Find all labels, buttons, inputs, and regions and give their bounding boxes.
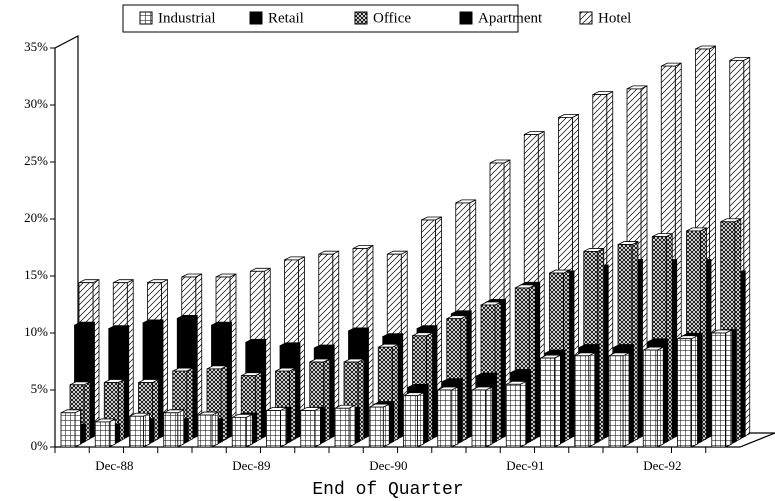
bar (403, 395, 418, 448)
bar (163, 412, 179, 448)
bar (642, 349, 658, 448)
x-tick-label: Dec-88 (95, 458, 133, 473)
legend-label: Industrial (158, 10, 216, 26)
bar-side (211, 411, 219, 448)
bar (505, 383, 521, 448)
bar (129, 415, 144, 448)
y-tick-label: 25% (24, 153, 48, 168)
legend-swatch (354, 11, 368, 25)
legend-swatch (139, 11, 153, 25)
x-tick-label: Dec-91 (506, 458, 544, 473)
bar-side (588, 352, 596, 448)
legend-swatch (459, 11, 473, 25)
bar-side (245, 413, 253, 448)
bar-side (74, 409, 82, 448)
y-tick-label: 15% (24, 267, 48, 282)
bar-side (554, 354, 561, 448)
y-tick-label: 35% (24, 39, 48, 54)
bar-side (691, 335, 698, 448)
bar-side (314, 406, 322, 448)
bar (94, 421, 110, 448)
bar-side (622, 352, 630, 448)
bar (574, 355, 590, 448)
y-tick-label: 5% (31, 381, 49, 396)
bar (677, 338, 692, 448)
bar-side (451, 386, 459, 448)
bar (231, 416, 247, 448)
bar-side (280, 406, 287, 448)
bar-side (382, 403, 390, 448)
y-tick-label: 30% (24, 96, 48, 111)
bar (300, 410, 316, 448)
bar (197, 414, 213, 448)
legend-label: Office (373, 10, 411, 26)
bar (608, 355, 624, 448)
bar (540, 357, 555, 448)
x-tick-label: Dec-89 (232, 458, 270, 473)
bar (711, 332, 727, 448)
bar-side (143, 412, 150, 448)
legend-label: Retail (268, 10, 304, 26)
y-tick-label: 20% (24, 210, 48, 225)
legend-label: Apartment (478, 10, 543, 26)
bar-side (348, 404, 356, 448)
legend-swatch (249, 11, 263, 25)
x-tick-label: Dec-92 (643, 458, 681, 473)
bar-side (725, 329, 733, 448)
bar (266, 410, 281, 448)
legend-label: Hotel (598, 10, 631, 26)
bar (437, 389, 453, 448)
x-axis-title: End of Quarter (312, 480, 463, 500)
y-tick-label: 0% (31, 438, 49, 453)
bar (334, 407, 350, 448)
legend-swatch (579, 11, 593, 25)
bar-side (108, 418, 116, 448)
y-tick-label: 10% (24, 324, 48, 339)
bar (471, 389, 487, 448)
bar-side (417, 392, 424, 448)
bar (60, 412, 76, 448)
bar-side (519, 380, 527, 448)
bar-side (656, 346, 664, 448)
legend (122, 4, 519, 33)
bar-side (485, 386, 493, 448)
bar-side (177, 409, 185, 448)
x-tick-label: Dec-90 (369, 458, 407, 473)
bar (368, 406, 384, 448)
